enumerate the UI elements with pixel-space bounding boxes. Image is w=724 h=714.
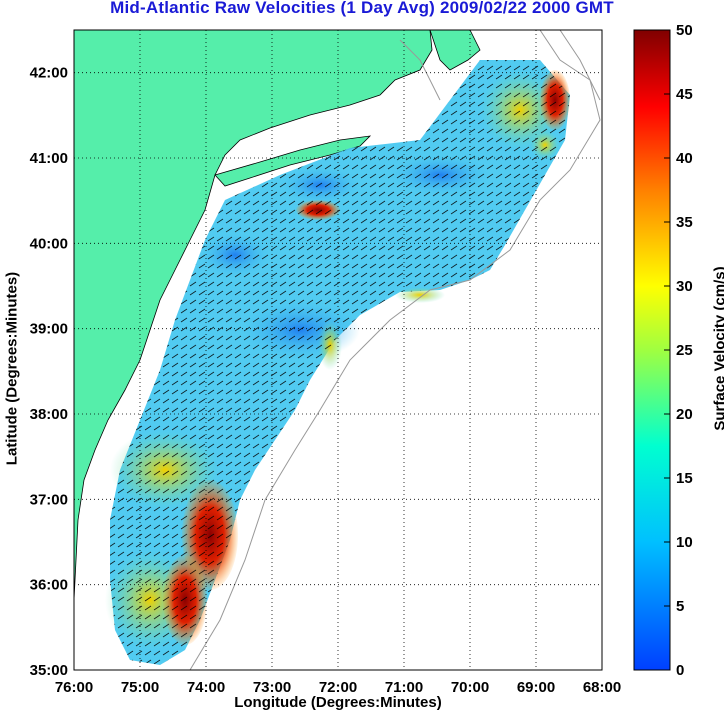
x-tick-label: 71:00 — [385, 679, 423, 696]
colorbar-tick-labels: 0 5 10 15 20 25 30 35 40 45 50 — [664, 22, 693, 679]
y-tick-label: 38:00 — [30, 406, 68, 423]
colorbar-tick-label: 25 — [676, 342, 693, 359]
long-island — [214, 135, 372, 187]
x-tick-label: 74:00 — [187, 679, 225, 696]
colorbar-tick-label: 10 — [676, 534, 693, 551]
x-tick-label: 76:00 — [55, 679, 93, 696]
chart-title: Mid-Atlantic Raw Velocities (1 Day Avg) … — [110, 0, 614, 17]
y-tick-label: 36:00 — [30, 577, 68, 594]
x-tick-label: 69:00 — [517, 679, 555, 696]
y-tick-label: 39:00 — [30, 321, 68, 338]
velocity-vectors — [110, 60, 570, 665]
y-tick-label: 41:00 — [30, 150, 68, 167]
colorbar-tick-label: 15 — [676, 470, 693, 487]
x-tick-labels: 76:00 75:00 74:00 73:00 72:00 71:00 70:00 69:00… — [55, 679, 621, 696]
colorbar-tick-label: 45 — [676, 86, 693, 103]
y-tick-label: 40:00 — [30, 235, 68, 252]
y-tick-label: 37:00 — [30, 491, 68, 508]
plot-frame — [73, 29, 603, 671]
x-tick-label: 73:00 — [253, 679, 291, 696]
land-mass — [74, 30, 433, 601]
colorbar-tick-label: 40 — [676, 150, 693, 167]
x-tick-label: 75:00 — [121, 679, 159, 696]
grid-lines — [74, 30, 602, 670]
y-tick-label: 42:00 — [30, 65, 68, 82]
cape-cod-land — [429, 30, 481, 71]
x-axis-label: Longitude (Degrees:Minutes) — [234, 694, 442, 711]
y-tick-labels: 35:00 36:00 37:00 38:00 39:00 40:00 41:00 42:00 — [30, 65, 68, 679]
colorbar-tick-label: 35 — [676, 214, 693, 231]
bathymetry-contours — [189, 30, 601, 670]
x-tick-label: 72:00 — [319, 679, 357, 696]
colorbar-tick-label: 0 — [676, 662, 684, 679]
x-tick-label: 70:00 — [451, 679, 489, 696]
colorbar-tick-label: 50 — [676, 22, 693, 39]
colorbar-tick-label: 30 — [676, 278, 693, 295]
colorbar-tick-label: 5 — [676, 598, 684, 615]
y-tick-label: 35:00 — [30, 662, 68, 679]
colorbar-tick-label: 20 — [676, 406, 693, 423]
x-tick-label: 68:00 — [583, 679, 621, 696]
